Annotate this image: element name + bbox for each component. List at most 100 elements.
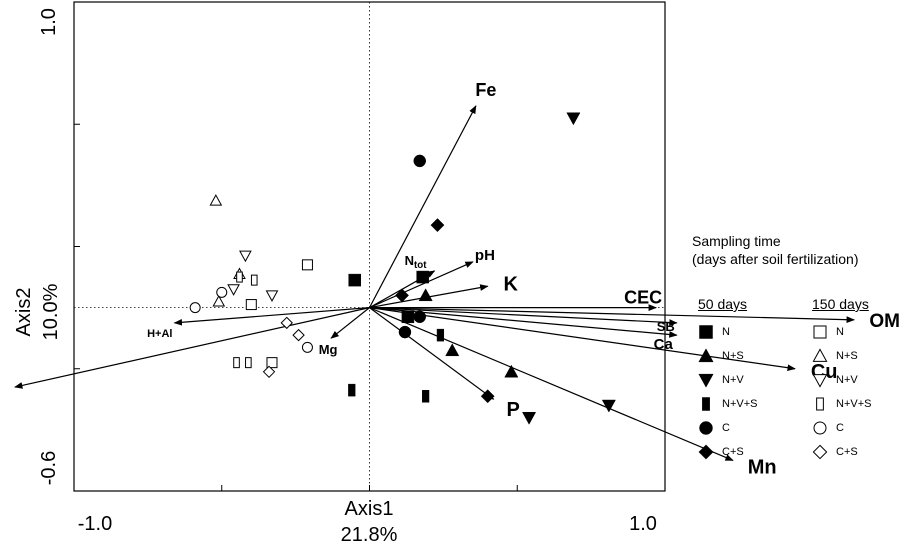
legend-marker-icon <box>812 444 828 460</box>
point-50d-n-v-s <box>348 383 356 397</box>
y-axis-label: Axis2 <box>13 288 35 337</box>
point-50d-n-v-s <box>436 328 445 342</box>
point-150d-n <box>301 259 313 271</box>
legend-item-c-s: C+S <box>812 442 858 462</box>
legend: Sampling time (days after soil fertiliza… <box>692 232 907 460</box>
vector-label-p: P <box>506 399 519 421</box>
point-150d-c <box>189 302 201 314</box>
legend-item-n-s: N+S <box>698 346 744 366</box>
vector-label-fe: Fe <box>475 80 496 100</box>
point-150d-n-v-s <box>250 274 258 286</box>
legend-item-n-v: N+V <box>698 370 744 390</box>
vector-arrow-h-al <box>173 307 370 326</box>
vector-label-cec: CEC <box>624 288 662 308</box>
vector-arrow-fe <box>368 105 477 308</box>
legend-marker <box>698 348 714 363</box>
point-50d-c <box>398 325 412 339</box>
vector-arrow-om <box>369 307 855 324</box>
legend-marker <box>698 444 714 460</box>
legend-marker <box>812 348 828 362</box>
vector-label-ph: pH <box>475 247 495 264</box>
legend-marker-icon <box>702 397 710 411</box>
point-50d-n-s <box>504 364 519 378</box>
point-150d-c-s <box>280 316 293 330</box>
point-50d-n <box>348 273 361 287</box>
legend-marker <box>812 444 828 460</box>
legend-marker-icon <box>812 374 828 388</box>
point-50d-n-s <box>445 343 460 357</box>
x-tick-label-max: 1.0 <box>629 513 657 535</box>
legend-marker-icon <box>699 325 713 339</box>
legend-item-c-s: C+S <box>698 442 744 462</box>
vector-arrow-ph <box>369 261 474 309</box>
legend-col1-header: 50 days <box>698 296 748 312</box>
point-50d-n-v <box>522 412 537 425</box>
legend-label: N <box>836 326 844 338</box>
legend-marker-icon <box>813 325 827 339</box>
point-150d-c-s <box>262 365 276 379</box>
vector-label-h-al: H+Al <box>147 328 172 340</box>
legend-marker <box>813 325 827 339</box>
point-150d-c <box>216 286 228 298</box>
legend-label: C+S <box>722 446 744 458</box>
vector-label-om: OM <box>869 311 900 332</box>
point-150d-n-v <box>239 250 252 263</box>
legend-item-n: N <box>698 322 730 342</box>
legend-label: C+S <box>836 446 858 458</box>
vector-arrow-zn <box>14 307 370 389</box>
point-50d-n-v <box>601 399 616 413</box>
x-axis-percent: 21.8% <box>341 524 398 546</box>
legend-marker-icon <box>813 421 827 435</box>
x-tick-label-min: -1.0 <box>78 513 112 535</box>
legend-label: N+V+S <box>722 398 758 410</box>
vector-arrow-p <box>369 307 495 400</box>
point-50d-c <box>413 310 426 324</box>
legend-label: N+S <box>722 350 744 362</box>
point-150d-c <box>301 341 313 353</box>
vector-arrow-sb <box>369 307 678 326</box>
vector-label-k: K <box>503 273 518 295</box>
x-axis-label: Axis1 <box>345 498 394 520</box>
legend-item-c: C <box>812 418 844 438</box>
point-150d-n-v-s <box>233 357 240 369</box>
vector-label-mn: Mn <box>748 457 777 479</box>
legend-marker-icon <box>698 348 714 363</box>
legend-marker <box>698 373 714 388</box>
point-150d-n-s <box>212 294 226 307</box>
legend-col2-header: 150 days <box>812 296 869 312</box>
legend-item-n-v-s: N+V+S <box>698 394 757 414</box>
legend-col-150-days: 150 days N N+S N+V N+V+S C C+S <box>812 296 909 460</box>
legend-label: N+S <box>836 350 858 362</box>
vector-label-mg: Mg <box>319 342 338 357</box>
legend-label: N+V <box>836 374 858 386</box>
legend-title-line2: (days after soil fertilization) <box>692 251 859 267</box>
legend-marker-icon <box>698 373 714 388</box>
vector-label-n: Ntot <box>405 253 428 271</box>
point-150d-c-s <box>292 328 305 342</box>
point-150d-n <box>266 357 278 369</box>
y-tick-label-min: -0.6 <box>38 451 60 485</box>
legend-item-n: N <box>812 322 844 342</box>
x-axis-ticks <box>221 485 518 491</box>
point-50d-n-s <box>418 288 433 302</box>
point-150d-n-v <box>227 284 240 296</box>
vector-arrow-mg <box>330 307 370 339</box>
legend-marker <box>816 397 824 411</box>
legend-label: N <box>722 326 730 338</box>
legend-label: C <box>836 422 844 434</box>
legend-marker <box>699 325 713 339</box>
point-50d-n-v-s <box>422 390 430 403</box>
y-axis-percent: 10.0% <box>40 283 62 340</box>
point-50d-n <box>416 270 429 284</box>
points-layer <box>189 112 616 425</box>
legend-marker <box>702 397 710 411</box>
point-50d-c-s <box>395 288 409 303</box>
point-50d-n-v <box>566 112 581 126</box>
legend-item-n-v: N+V <box>812 370 858 390</box>
legend-label: N+V <box>722 374 744 386</box>
y-tick-label-max: 1.0 <box>38 8 60 36</box>
legend-marker-icon <box>816 397 824 411</box>
legend-marker-icon <box>812 348 828 362</box>
y-axis-ticks <box>74 123 80 370</box>
